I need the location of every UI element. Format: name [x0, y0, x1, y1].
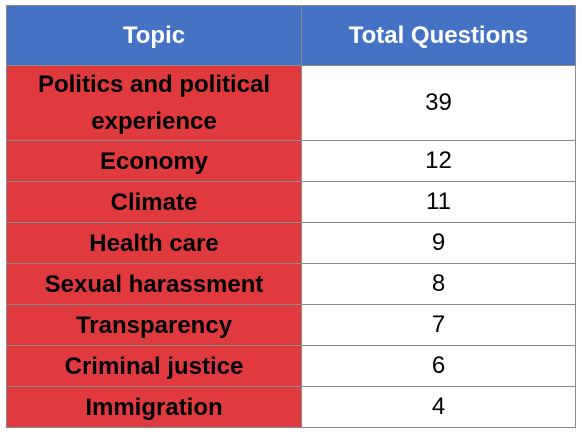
table-row: Economy 12 [6, 140, 576, 182]
total-questions-column-header: Total Questions [301, 5, 576, 66]
total-questions-cell: 8 [301, 263, 576, 305]
total-questions-cell: 12 [301, 140, 576, 182]
topic-cell: Climate [6, 181, 302, 223]
total-questions-cell: 39 [301, 65, 576, 141]
topic-cell: Transparency [6, 304, 302, 346]
total-questions-cell: 7 [301, 304, 576, 346]
topic-cell: Politics and political experience [6, 65, 302, 141]
table-row: Sexual harassment 8 [6, 263, 576, 305]
topic-cell: Criminal justice [6, 345, 302, 387]
table-row: Criminal justice 6 [6, 345, 576, 387]
total-questions-cell: 11 [301, 181, 576, 223]
topics-table-container: Topic Total Questions Politics and polit… [6, 5, 576, 428]
topic-column-header: Topic [6, 5, 302, 66]
table-row: Climate 11 [6, 181, 576, 223]
topic-cell: Immigration [6, 386, 302, 428]
table-row: Politics and political experience 39 [6, 65, 576, 141]
table-row: Transparency 7 [6, 304, 576, 346]
table-row: Health care 9 [6, 222, 576, 264]
total-questions-cell: 6 [301, 345, 576, 387]
table-row: Immigration 4 [6, 386, 576, 428]
total-questions-cell: 9 [301, 222, 576, 264]
total-questions-cell: 4 [301, 386, 576, 428]
topics-table: Topic Total Questions Politics and polit… [6, 5, 576, 428]
header-row: Topic Total Questions [6, 5, 576, 66]
topic-cell: Sexual harassment [6, 263, 302, 305]
topic-cell: Economy [6, 140, 302, 182]
topic-cell: Health care [6, 222, 302, 264]
